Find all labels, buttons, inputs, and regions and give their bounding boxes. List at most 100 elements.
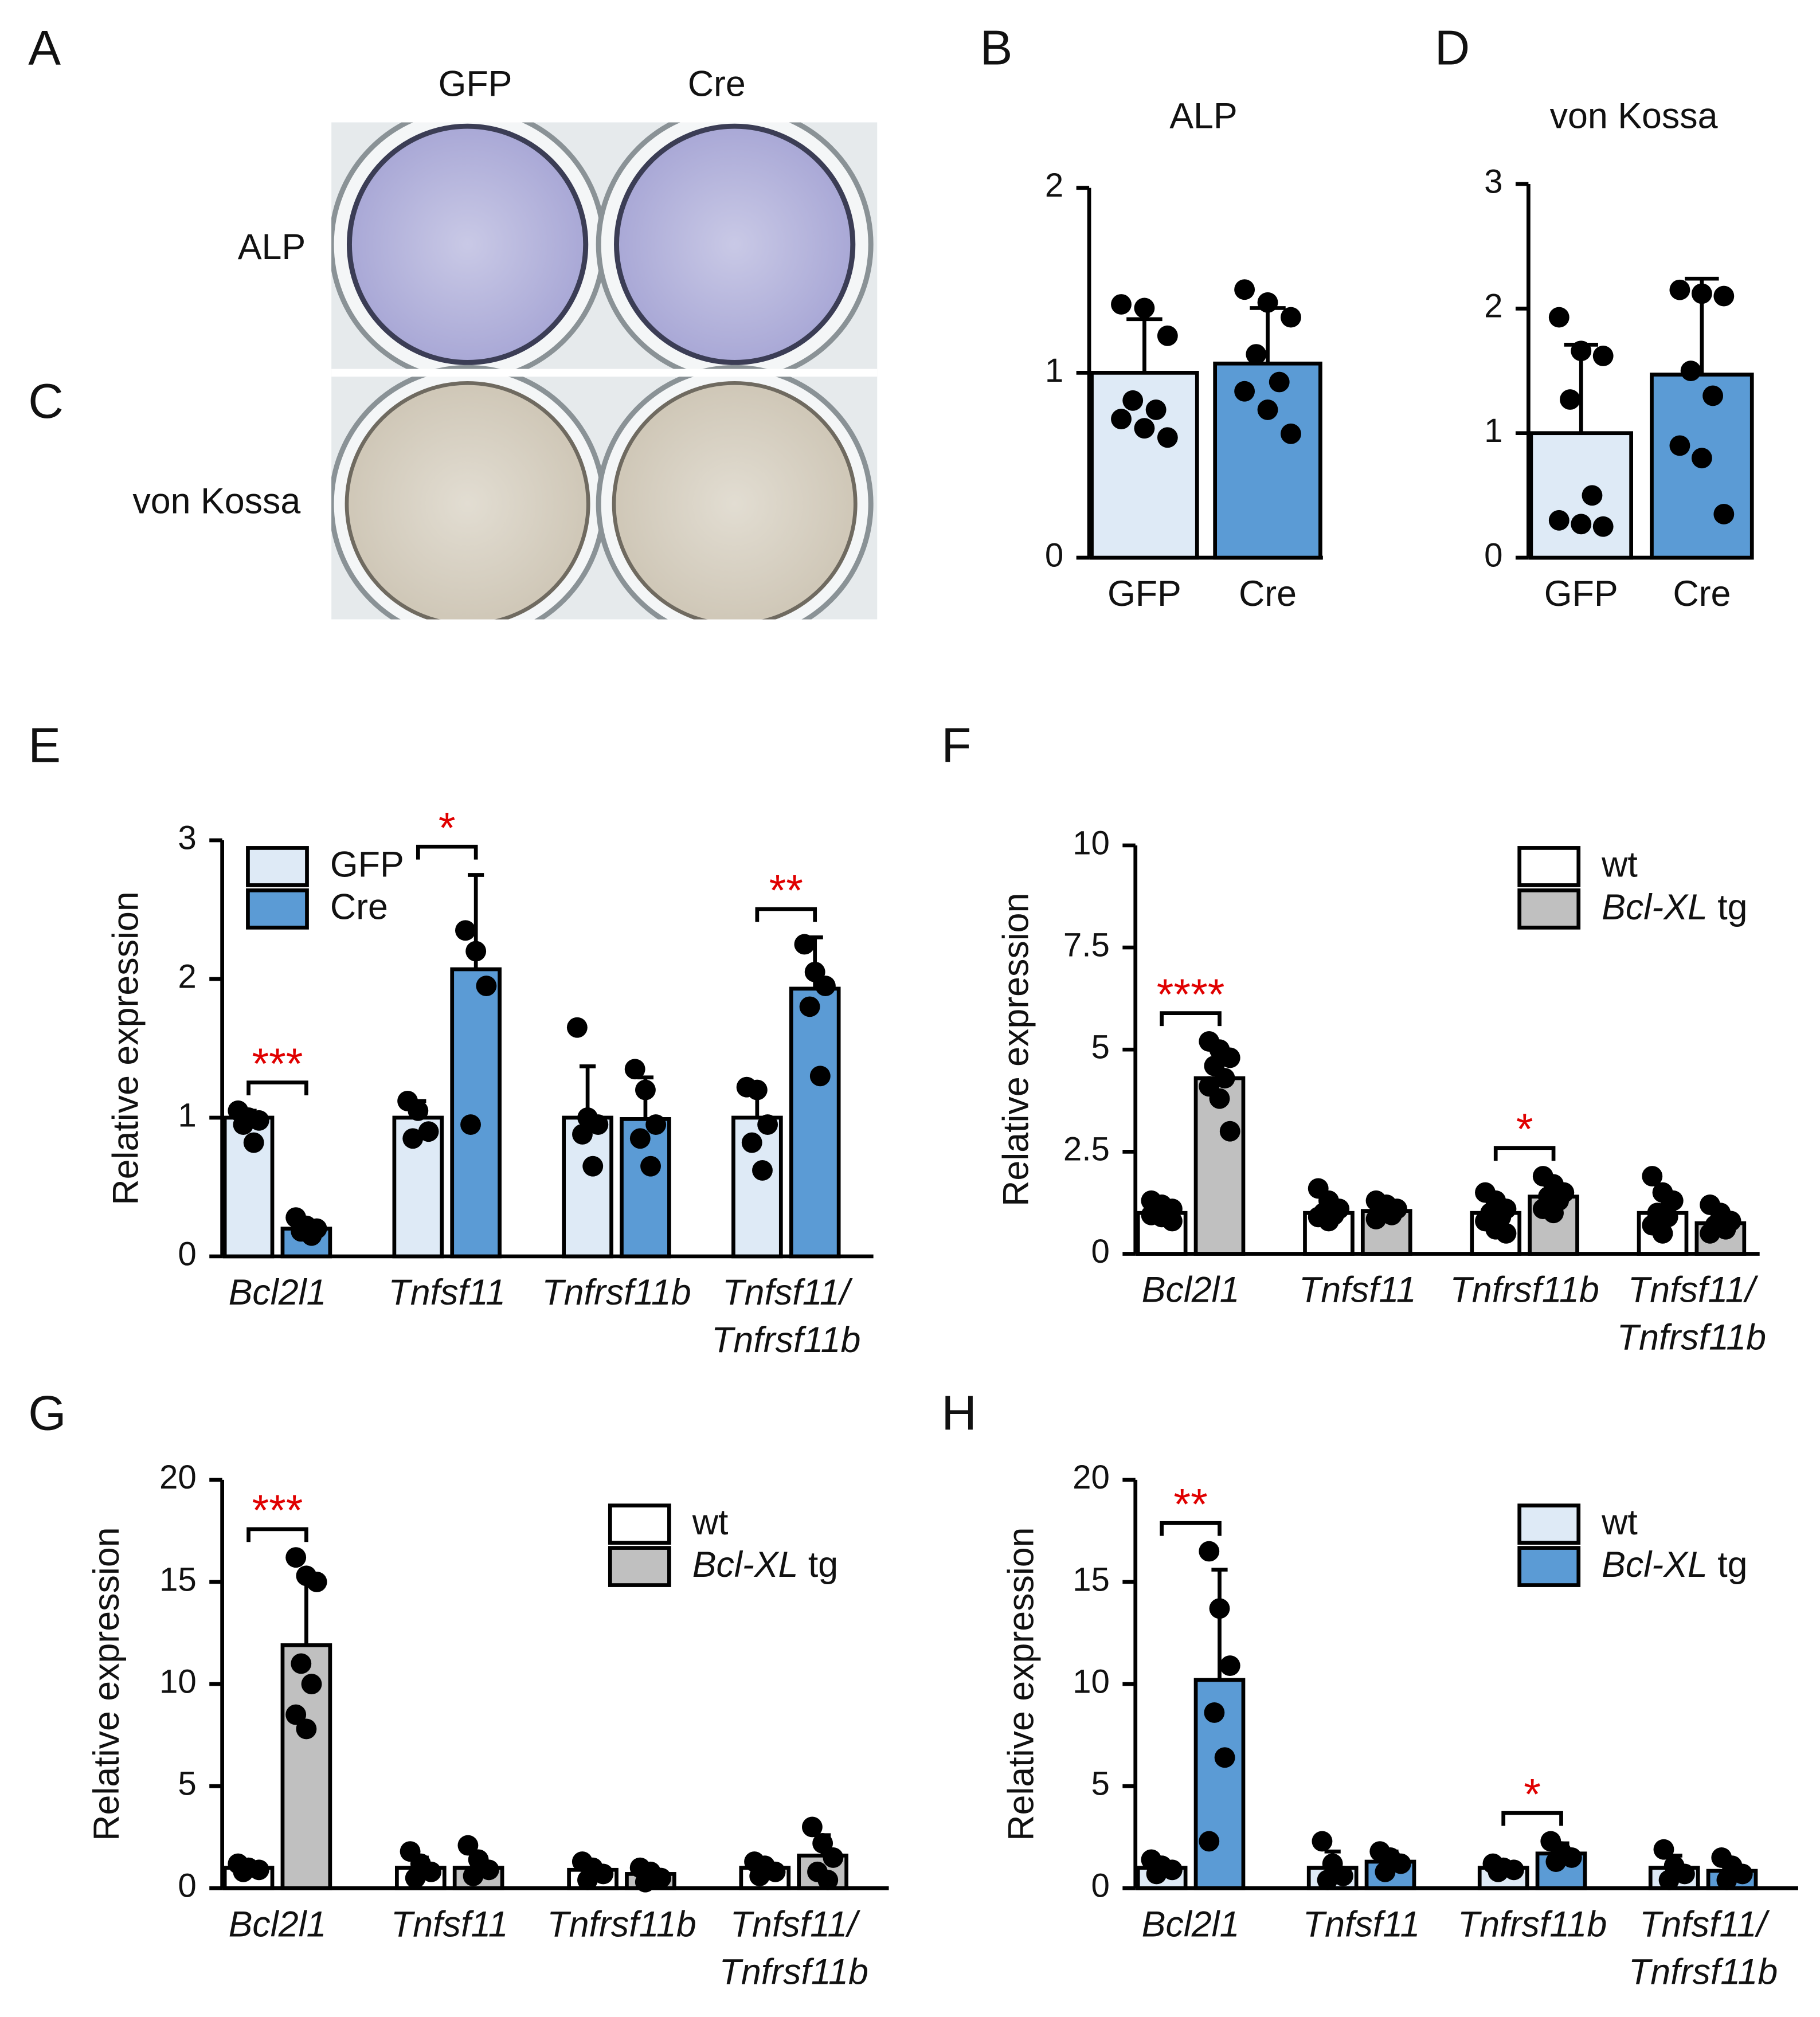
data-point [794,934,815,955]
data-point [582,1156,604,1177]
data-point [1157,325,1178,346]
x-tick-label: Tnfsf11/Tnfrsf11b [719,1904,868,1992]
data-point [640,1156,661,1177]
data-point [1246,344,1267,365]
data-point [572,1124,593,1145]
data-point [1317,1870,1338,1891]
data-point [1652,1223,1673,1244]
significance-label: **** [1157,970,1225,1019]
y-tick-label: 3 [1484,163,1502,200]
data-point [248,1859,269,1881]
significance-bracket [246,1527,308,1542]
data-point [1318,1211,1339,1232]
data-point [1669,435,1690,456]
y-tick-label: 20 [1073,1459,1110,1496]
data-point [1548,307,1569,328]
data-point [1561,1847,1582,1868]
x-tick-label: Tnfsf11 [1299,1270,1416,1310]
legend-label: Bcl-XL tg [1602,1545,1747,1585]
y-tick-label: 15 [159,1561,197,1598]
y-tick-label: 1 [1045,352,1063,389]
x-tick-label: Tnfrsf11b [542,1272,691,1313]
data-point [1219,1121,1240,1142]
x-tick-label: Tnfsf11/Tnfrsf11b [1617,1270,1766,1357]
significance-bracket [1160,1011,1222,1027]
significance-bracket [246,1080,308,1095]
data-point [1269,371,1290,393]
data-point [402,1128,424,1149]
data-point [1145,399,1167,420]
y-tick-label: 10 [159,1663,197,1700]
panel-letter: D [1435,21,1470,76]
data-point [1548,510,1569,531]
error-bar [1211,1568,1228,1680]
data-point [577,1870,598,1891]
data-point [1662,1190,1684,1211]
data-point [1674,1863,1695,1885]
x-tick-label: Bcl2l1 [1142,1270,1240,1310]
data-point [1642,1166,1663,1187]
data-point [815,976,836,996]
data-point [463,1866,484,1886]
y-tick-label: 5 [1091,1029,1110,1066]
y-tick-label: 0 [178,1235,196,1272]
data-point [1234,381,1255,402]
panel-letter: H [941,1387,976,1441]
x-tick-label: Bcl2l1 [229,1272,327,1313]
y-axis-label: Relative expression [106,891,146,1205]
y-tick-label: 10 [1073,824,1110,861]
y-tick-label: 5 [178,1765,196,1803]
data-point [408,1100,429,1121]
data-point [1658,1870,1680,1891]
legend-swatch [608,1503,671,1545]
significance-label: ** [769,866,803,915]
y-tick-label: 0 [1484,536,1502,574]
significance-label: ** [1173,1480,1207,1529]
data-point [478,1859,499,1881]
data-point [421,1861,441,1882]
chart-title: von Kossa [1550,96,1718,136]
data-point [291,1653,312,1674]
data-point [809,1066,831,1087]
data-point [1365,1208,1387,1229]
data-point [1381,1204,1402,1225]
x-tick-label: Bcl2l1 [229,1904,327,1944]
y-tick-label: 3 [178,819,196,856]
data-point [1214,1747,1235,1768]
error-bar [1126,317,1163,373]
data-point [741,1132,762,1153]
y-tick-label: 0 [178,1867,196,1905]
data-point [1214,1068,1235,1089]
data-point [1700,1223,1721,1244]
data-point [651,1867,672,1889]
data-point [1680,361,1701,381]
x-tick-label: Tnfrsf11b [1458,1904,1607,1944]
data-point [457,1835,479,1856]
data-point [746,1079,768,1100]
data-point [752,1160,773,1181]
y-tick-label: 20 [159,1459,197,1496]
y-tick-label: 7.5 [1063,926,1110,964]
bar [789,986,841,1259]
panel-letter: G [28,1387,66,1441]
data-point [1257,292,1278,313]
data-point [285,1547,307,1568]
significance-label: * [439,804,456,852]
photo-column-label: Cre [688,64,746,104]
legend-swatch [1517,1503,1581,1545]
data-point [1219,1047,1240,1068]
data-point [405,1867,426,1889]
data-point [285,1704,307,1725]
data-point [1111,409,1132,429]
significance-bracket [1493,1146,1556,1161]
x-tick-label: Tnfsf11 [1303,1904,1420,1944]
data-point [233,1861,254,1882]
bar [1529,431,1633,560]
x-tick-label: Cre [1239,574,1297,614]
data-point [1592,346,1614,366]
data-point [1134,418,1155,439]
data-point [799,996,820,1017]
x-tick-label: Bcl2l1 [1142,1904,1240,1944]
data-point [624,1059,645,1080]
y-tick-label: 0 [1045,536,1063,574]
